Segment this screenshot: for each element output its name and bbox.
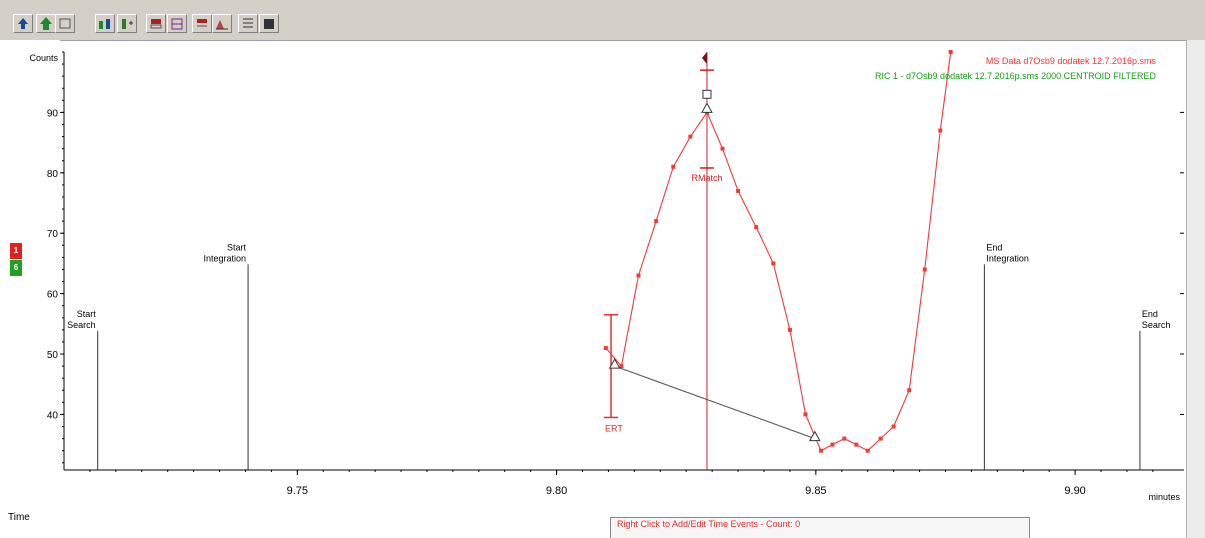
ms-data-point — [803, 412, 808, 417]
y-tick-label: 60 — [47, 290, 59, 301]
flag-label-bottom: 6 — [13, 263, 19, 272]
time-events-text: Right Click to Add/Edit Time Events - Co… — [617, 519, 801, 529]
legend-entry: MS Data d7Osb9 dodatek 12.7.2016p.sms — [986, 56, 1157, 66]
ms-data-point — [948, 50, 953, 54]
grid-icon[interactable] — [192, 14, 212, 33]
x-tick-label: 9.85 — [805, 485, 826, 497]
ms-data-point — [865, 448, 870, 453]
toolbar — [0, 0, 1205, 41]
ms-data-point — [922, 267, 927, 272]
green-flag-icon[interactable]: 6 — [10, 260, 22, 276]
ms-data-point — [819, 448, 824, 453]
ms-data-point — [842, 436, 847, 441]
apex-marker — [701, 102, 713, 113]
green-arrow-icon[interactable] — [36, 14, 56, 33]
ms-data-point — [787, 327, 792, 332]
y-tick-label: 90 — [47, 108, 59, 119]
red-flag-icon[interactable]: 1 — [10, 243, 22, 259]
baseline-endpoint — [608, 358, 621, 369]
event-marker-label: Search — [1142, 320, 1171, 330]
ms-data-point — [720, 146, 725, 151]
legend-entry: RIC 1 - d7Osb9 dodatek 12.7.2016p.sms 20… — [875, 71, 1156, 81]
integrate-icon[interactable] — [212, 14, 232, 33]
ms-data-point — [854, 442, 859, 447]
table-icon[interactable] — [259, 14, 279, 33]
ms-data-line — [605, 51, 952, 452]
event-marker-label: Start — [227, 242, 247, 252]
baseline-icon[interactable] — [146, 14, 166, 33]
y-tick-label: 80 — [47, 169, 59, 180]
y-tick-label: 40 — [47, 410, 59, 421]
ms-data-point — [891, 424, 896, 429]
list-icon[interactable] — [238, 14, 258, 33]
time-events-panel[interactable]: Right Click to Add/Edit Time Events - Co… — [610, 517, 1030, 538]
event-marker-label: Integration — [986, 253, 1029, 263]
ms-data-point — [736, 188, 741, 193]
rt-marker-arrow — [701, 52, 707, 64]
ms-data-point — [830, 442, 835, 447]
flag-label-top: 1 — [13, 246, 19, 255]
rt-label: RMatch — [691, 173, 722, 183]
peak-split-icon[interactable] — [117, 14, 137, 33]
x-tick-label: 9.90 — [1064, 485, 1085, 497]
x-axis-label: minutes — [1148, 492, 1180, 502]
time-events-label: Time — [8, 512, 30, 523]
event-marker-label: Start — [77, 309, 97, 319]
vertical-scrollbar[interactable] — [1186, 40, 1205, 538]
ms-data-point — [754, 225, 759, 230]
baseline-line — [614, 365, 815, 440]
x-tick-label: 9.75 — [287, 485, 308, 497]
event-marker-label: End — [986, 242, 1002, 252]
y-tick-label: 70 — [47, 229, 59, 240]
event-marker-label: Integration — [204, 253, 247, 263]
event-marker-label: End — [1142, 309, 1158, 319]
baseline-endpoint — [808, 430, 821, 442]
ms-data-point — [907, 388, 912, 393]
ms-data-point — [938, 128, 943, 133]
ms-data-point — [878, 436, 883, 441]
event-marker-label: Search — [67, 320, 96, 330]
ms-data-point — [636, 273, 641, 278]
ms-data-point — [688, 134, 693, 139]
ms-data-point — [603, 345, 608, 350]
y-axis-label: Counts — [29, 53, 58, 63]
scale-icon[interactable] — [167, 14, 187, 33]
ert-label: ERT — [605, 423, 623, 433]
ms-data-point — [654, 219, 659, 224]
peak-up-icon[interactable] — [13, 14, 33, 33]
ms-data-point — [671, 164, 676, 169]
y-tick-label: 50 — [47, 350, 59, 361]
apex-box — [702, 89, 712, 99]
ms-data-point — [619, 364, 624, 369]
peak-pair-icon[interactable] — [95, 14, 115, 33]
x-tick-label: 9.80 — [546, 485, 567, 497]
chromatogram-chart[interactable]: 40 50 60 70 80 90 Counts 9.75 9.80 9.85 9.90 minute… — [0, 40, 1186, 538]
ms-data-point — [771, 261, 776, 266]
left-sidebar: 1 6 — [0, 40, 60, 538]
window-icon[interactable] — [55, 14, 75, 33]
